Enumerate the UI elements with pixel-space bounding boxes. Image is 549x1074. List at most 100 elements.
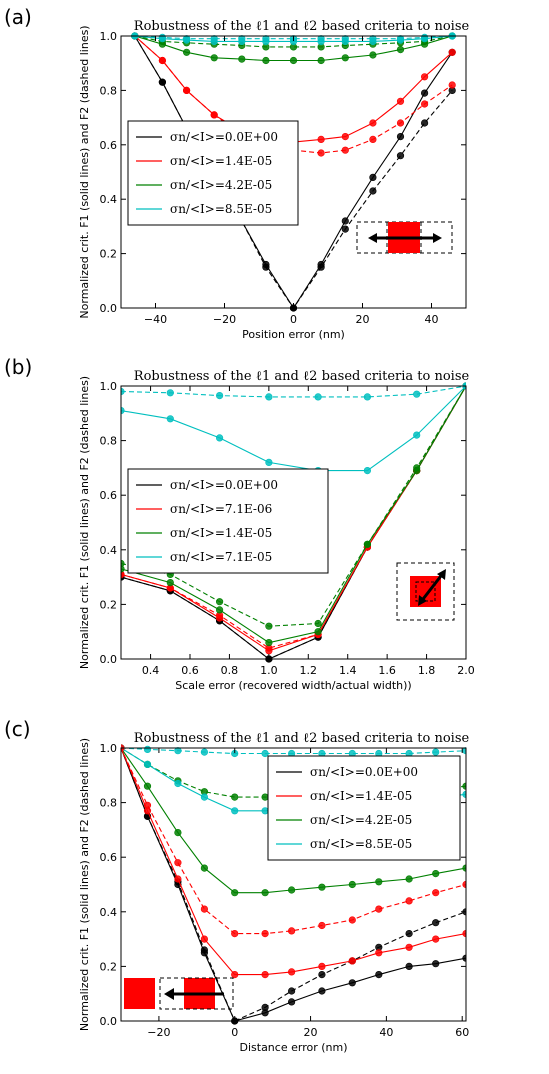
data-point — [317, 263, 325, 271]
x-tick-label: 1.2 — [300, 664, 318, 677]
data-point — [183, 35, 191, 43]
data-point — [432, 889, 440, 897]
data-point — [396, 97, 405, 105]
legend-label: σn/<I>=7.1E-05 — [170, 550, 272, 564]
data-point — [421, 119, 429, 127]
data-point — [265, 393, 273, 401]
data-point — [317, 149, 325, 157]
data-point — [166, 415, 174, 423]
x-axis-label: Position error (nm) — [242, 328, 345, 341]
panel-label: (c) — [4, 717, 31, 741]
data-point — [183, 86, 191, 94]
data-point — [413, 464, 421, 472]
data-point — [158, 78, 166, 86]
data-point — [318, 987, 326, 995]
x-tick-label: −20 — [213, 313, 236, 326]
data-point — [210, 54, 218, 62]
data-point — [375, 970, 383, 979]
x-axis-label: Scale error (recovered width/actual widt… — [175, 679, 411, 692]
x-tick-label: 1.6 — [378, 664, 396, 677]
legend: σn/<I>=0.0E+00 σn/<I>=7.1E-06 σn/<I>=1.4E-… — [127, 468, 329, 574]
data-point — [174, 875, 182, 883]
x-tick-label: −40 — [144, 313, 167, 326]
data-point — [432, 869, 440, 878]
data-point — [265, 458, 273, 467]
data-point — [288, 968, 296, 976]
panel-label: (a) — [4, 5, 32, 29]
data-point — [231, 807, 239, 815]
axes-frame — [120, 385, 467, 660]
inset-schematic — [396, 562, 455, 621]
y-tick-label: 0.4 — [100, 193, 118, 206]
data-point — [462, 864, 466, 872]
legend-label: σn/<I>=1.4E-05 — [170, 526, 272, 540]
chart-title: Robustness of the ℓ1 and ℓ2 based criter… — [134, 19, 470, 34]
y-tick-label: 0.6 — [100, 851, 118, 864]
axes-frame — [120, 747, 467, 1022]
data-point — [261, 929, 269, 938]
data-point — [432, 960, 440, 968]
y-tick-label: 0.4 — [100, 906, 118, 919]
data-point — [462, 880, 466, 889]
y-tick-label: 0.0 — [100, 302, 118, 315]
panel-label: (b) — [4, 355, 32, 379]
data-point — [200, 793, 208, 801]
data-point — [396, 133, 405, 141]
data-point — [405, 929, 413, 938]
data-point — [261, 793, 269, 801]
x-tick-label: 1.0 — [260, 664, 278, 677]
data-point — [121, 559, 125, 568]
data-point — [369, 35, 377, 43]
data-point — [200, 864, 208, 872]
data-point — [143, 760, 152, 769]
data-point — [369, 119, 377, 127]
data-point — [405, 897, 413, 905]
data-point — [396, 152, 405, 160]
data-point — [238, 55, 246, 63]
legend-label: σn/<I>=4.2E-05 — [310, 813, 412, 827]
data-point — [363, 467, 372, 475]
data-point — [363, 540, 372, 548]
legend-label: σn/<I>=7.1E-06 — [170, 502, 272, 516]
data-point — [462, 930, 466, 938]
data-point — [143, 801, 152, 809]
data-point — [375, 949, 383, 957]
data-point — [421, 100, 429, 108]
y-axis-label: Normalized crit. F1 (solid lines) and F2… — [78, 738, 91, 1031]
data-point — [462, 954, 466, 962]
data-point — [200, 946, 208, 954]
y-tick-label: 1.0 — [100, 30, 118, 43]
data-point — [318, 883, 326, 891]
series-line-3-solid — [121, 385, 466, 472]
legend-box — [127, 468, 329, 574]
data-point — [262, 56, 270, 65]
data-point — [158, 33, 166, 42]
legend-label: σn/<I>=8.5E-05 — [170, 202, 272, 216]
data-point — [289, 56, 298, 65]
y-tick-label: 0.0 — [100, 653, 118, 666]
data-point — [432, 919, 440, 927]
y-tick-label: 0.6 — [100, 139, 118, 152]
data-point — [262, 263, 270, 271]
series-line-2-solid — [121, 385, 466, 644]
data-point — [288, 927, 296, 935]
x-tick-label: 0.4 — [142, 664, 160, 677]
y-tick-label: 0.4 — [100, 544, 118, 557]
x-tick-label: 1.4 — [339, 664, 357, 677]
series-line-3-dashed — [121, 385, 466, 398]
scale-arrow — [418, 571, 446, 604]
data-point — [210, 111, 218, 119]
data-point — [341, 133, 349, 141]
data-point — [421, 33, 429, 42]
data-point — [166, 389, 174, 397]
legend-box — [267, 755, 461, 861]
data-point — [369, 135, 377, 143]
data-point — [314, 628, 322, 636]
data-point — [396, 35, 405, 43]
data-point — [448, 81, 456, 89]
data-point — [261, 889, 269, 897]
data-point — [288, 987, 296, 995]
data-point — [200, 935, 208, 943]
data-point — [216, 434, 224, 442]
